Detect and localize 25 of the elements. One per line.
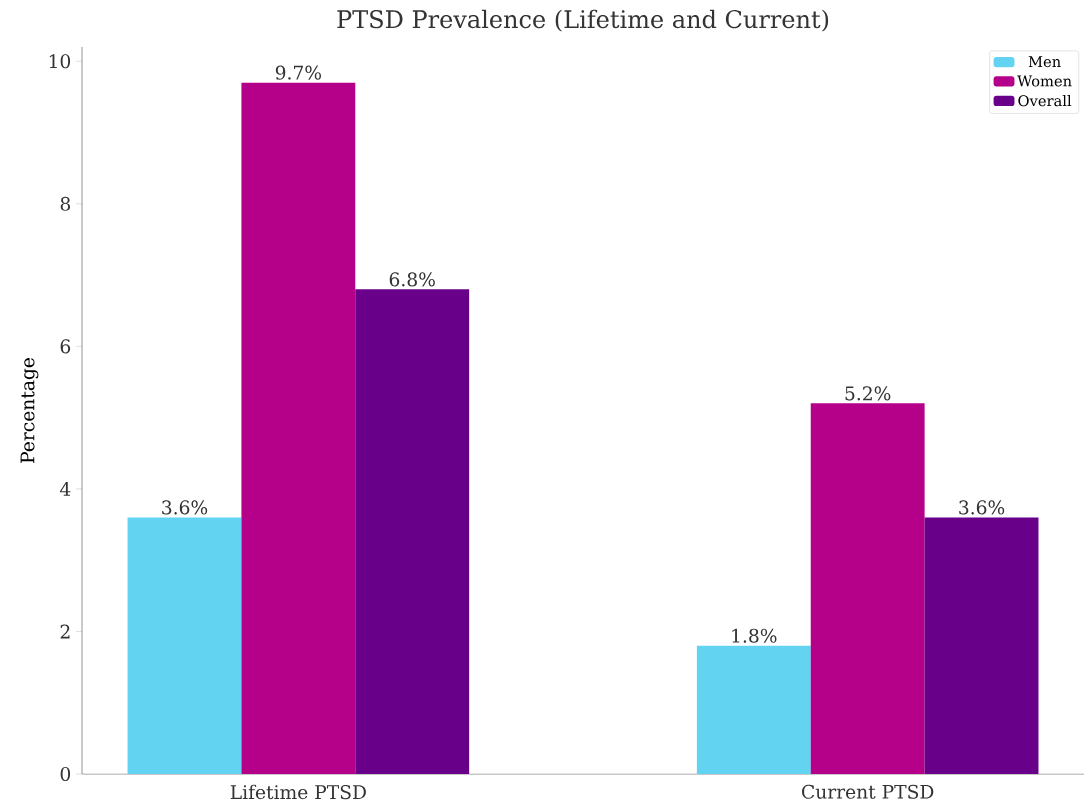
data-label: 3.6% (959, 500, 1005, 515)
y-tick-label: 0 (60, 766, 71, 782)
bar (810, 403, 925, 774)
legend-label: Overall (1018, 94, 1072, 107)
bar (241, 82, 356, 774)
y-tick-label: 6 (60, 339, 71, 354)
x-tick-label: Lifetime PTSD (230, 784, 366, 800)
y-axis-title: Percentage (20, 357, 39, 463)
bar (696, 645, 811, 774)
bar (127, 517, 242, 774)
x-tick-label: Current PTSD (802, 784, 934, 799)
y-tick-label: 8 (60, 196, 71, 211)
data-label: 9.7% (275, 65, 322, 80)
data-label: 5.2% (845, 386, 891, 401)
data-label: 3.6% (162, 500, 208, 515)
bar (924, 517, 1039, 774)
y-tick-label: 2 (60, 624, 70, 639)
y-tick-label: 10 (49, 54, 71, 69)
legend-label: Men (1028, 56, 1061, 68)
y-tick-label: 4 (59, 481, 71, 496)
data-label: 6.8% (389, 272, 435, 287)
legend-label: Women (1017, 75, 1072, 87)
data-label: 1.8% (732, 628, 777, 643)
chart-title: PTSD Prevalence (Lifetime and Current) (337, 9, 829, 32)
bar (355, 289, 470, 774)
